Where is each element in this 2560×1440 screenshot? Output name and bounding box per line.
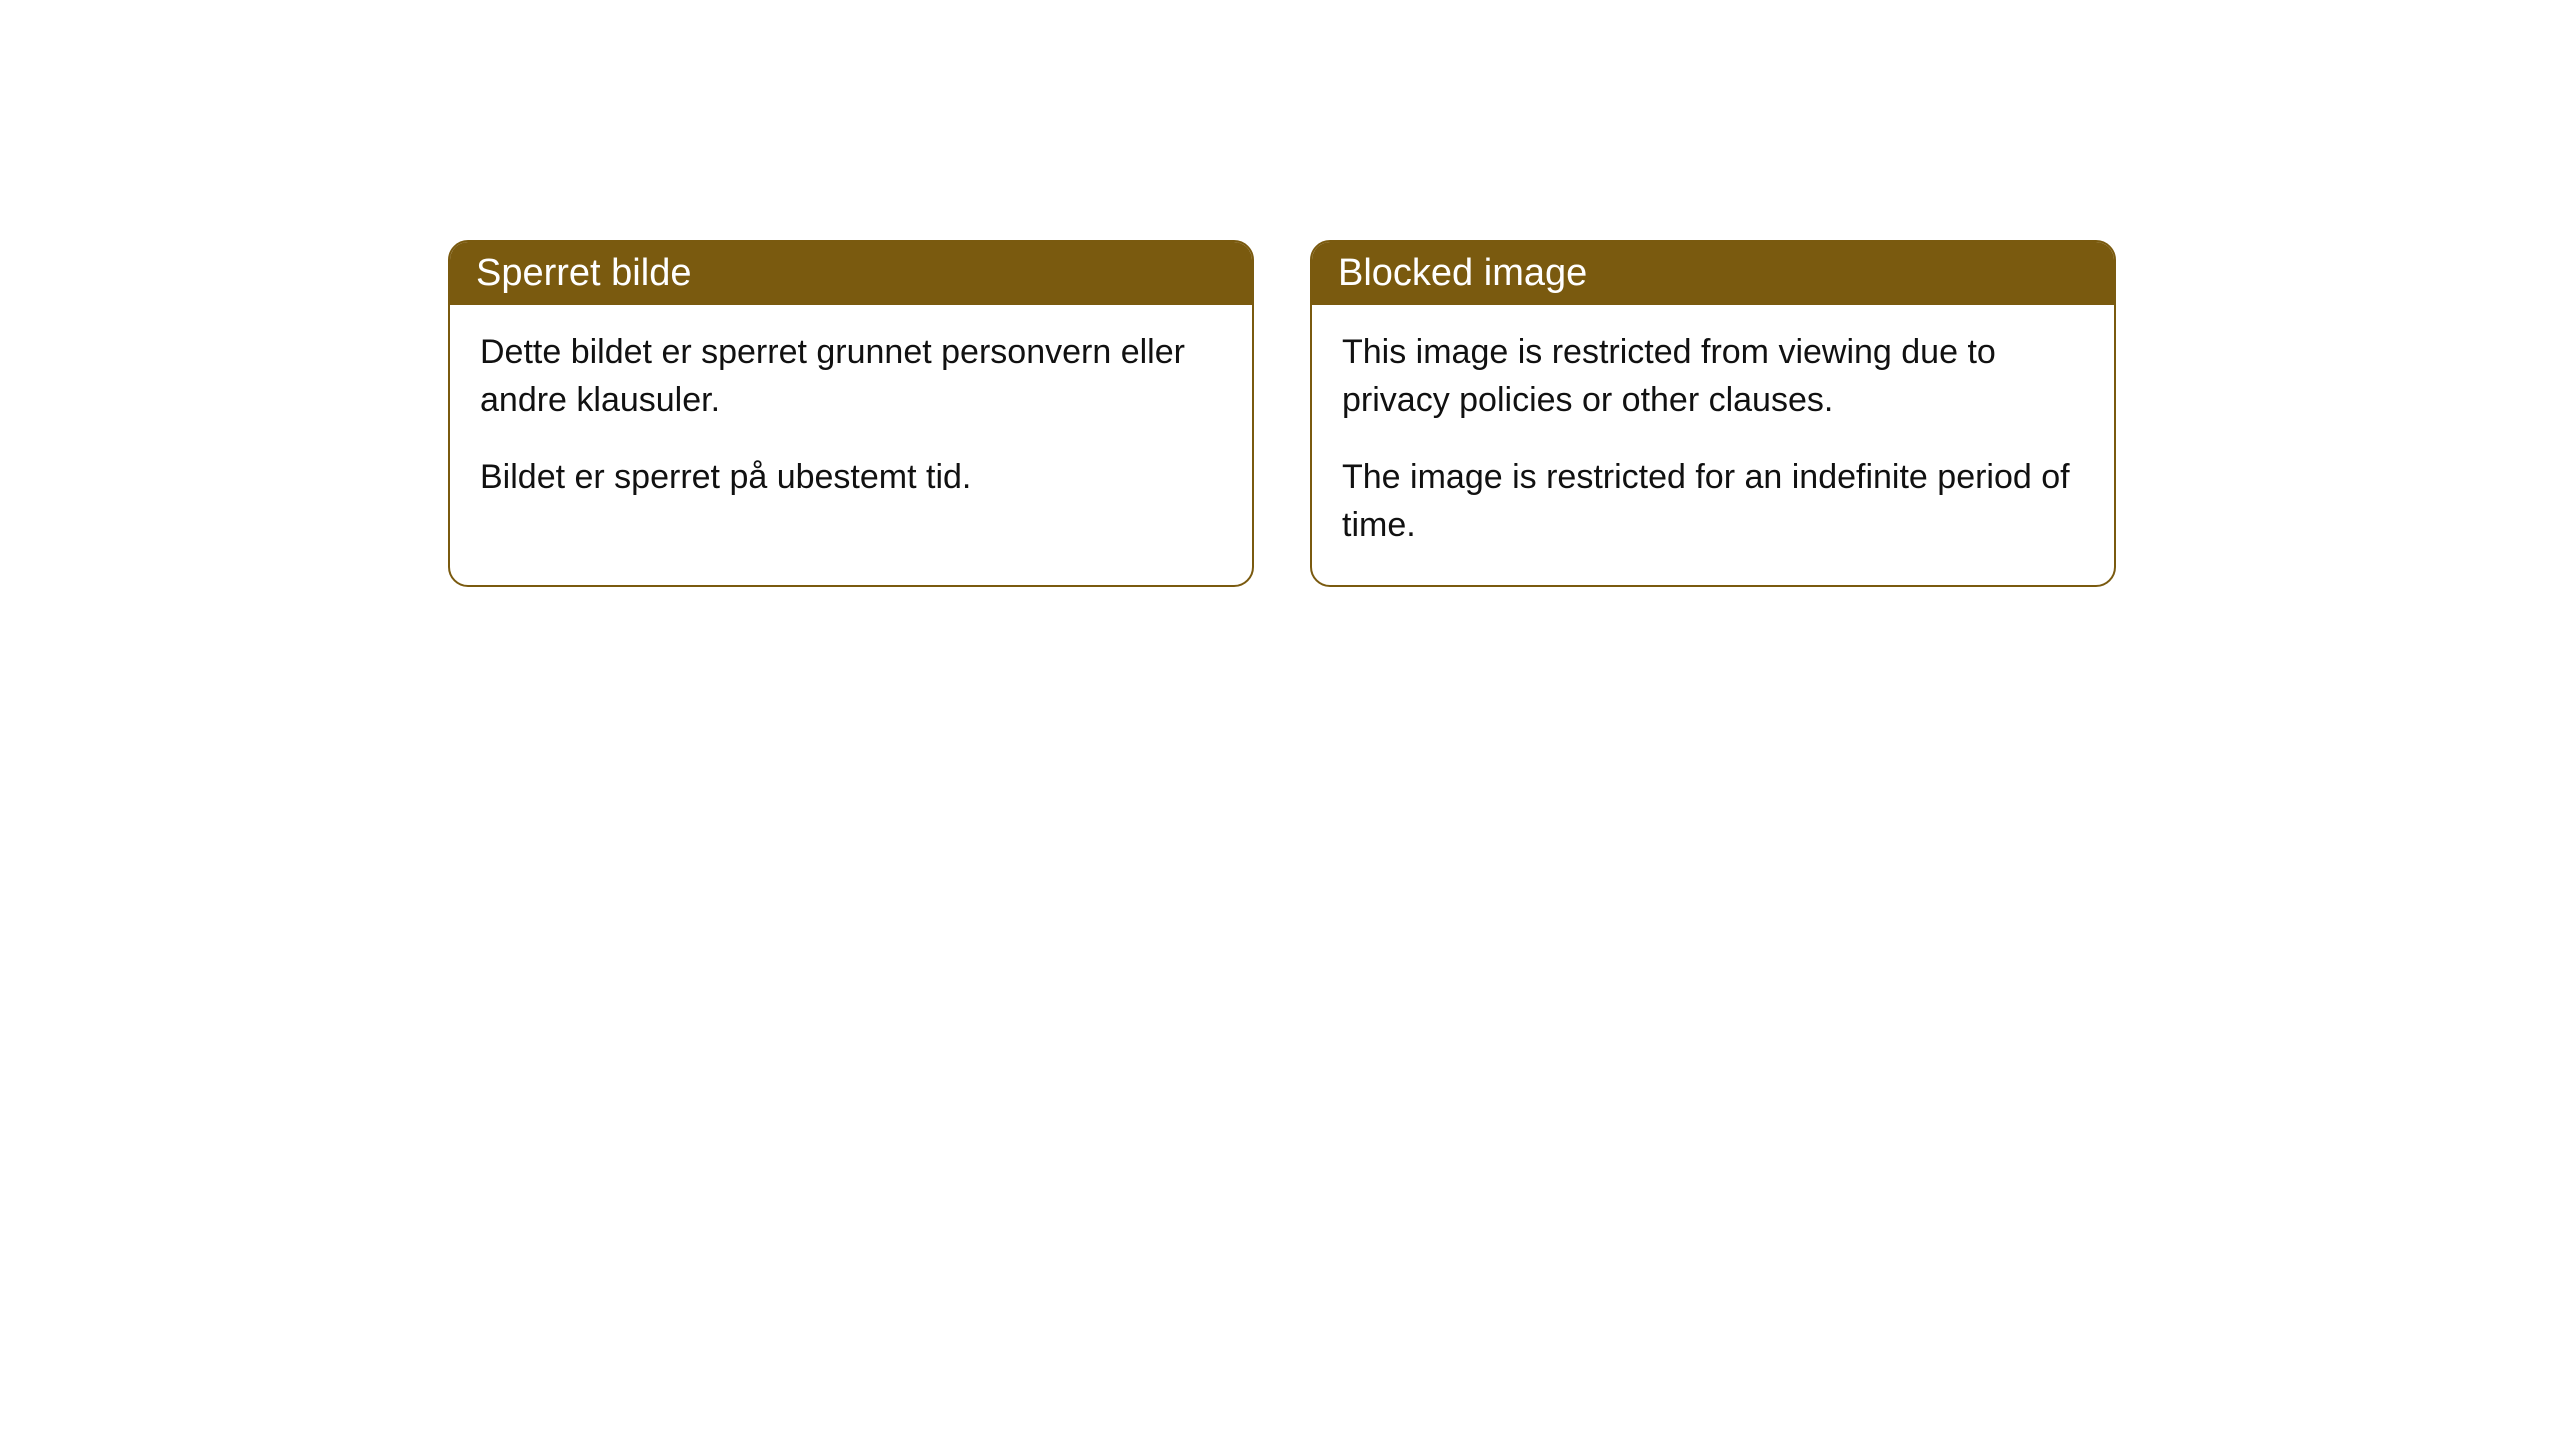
card-paragraph: The image is restricted for an indefinit…	[1342, 454, 2084, 549]
card-body-english: This image is restricted from viewing du…	[1312, 305, 2114, 585]
blocked-image-card-norwegian: Sperret bilde Dette bildet er sperret gr…	[448, 240, 1254, 587]
card-paragraph: Dette bildet er sperret grunnet personve…	[480, 329, 1222, 424]
card-body-norwegian: Dette bildet er sperret grunnet personve…	[450, 305, 1252, 538]
card-header-norwegian: Sperret bilde	[450, 242, 1252, 305]
card-paragraph: Bildet er sperret på ubestemt tid.	[480, 454, 1222, 502]
blocked-image-card-english: Blocked image This image is restricted f…	[1310, 240, 2116, 587]
card-paragraph: This image is restricted from viewing du…	[1342, 329, 2084, 424]
card-header-english: Blocked image	[1312, 242, 2114, 305]
notice-cards-container: Sperret bilde Dette bildet er sperret gr…	[0, 0, 2560, 587]
